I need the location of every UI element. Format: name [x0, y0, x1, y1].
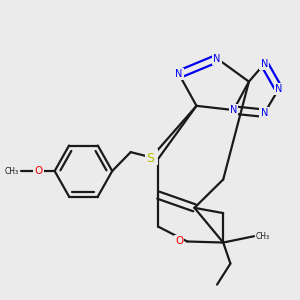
Text: CH₃: CH₃: [256, 232, 270, 241]
Text: O: O: [175, 236, 183, 247]
Text: O: O: [34, 166, 42, 176]
Text: S: S: [148, 151, 156, 164]
Text: CH₃: CH₃: [4, 167, 19, 176]
Text: N: N: [261, 108, 268, 118]
Text: S: S: [146, 152, 154, 165]
Text: N: N: [175, 69, 183, 79]
Text: N: N: [230, 105, 237, 115]
Text: N: N: [275, 84, 282, 94]
Text: N: N: [213, 53, 221, 64]
Text: N: N: [261, 59, 268, 69]
